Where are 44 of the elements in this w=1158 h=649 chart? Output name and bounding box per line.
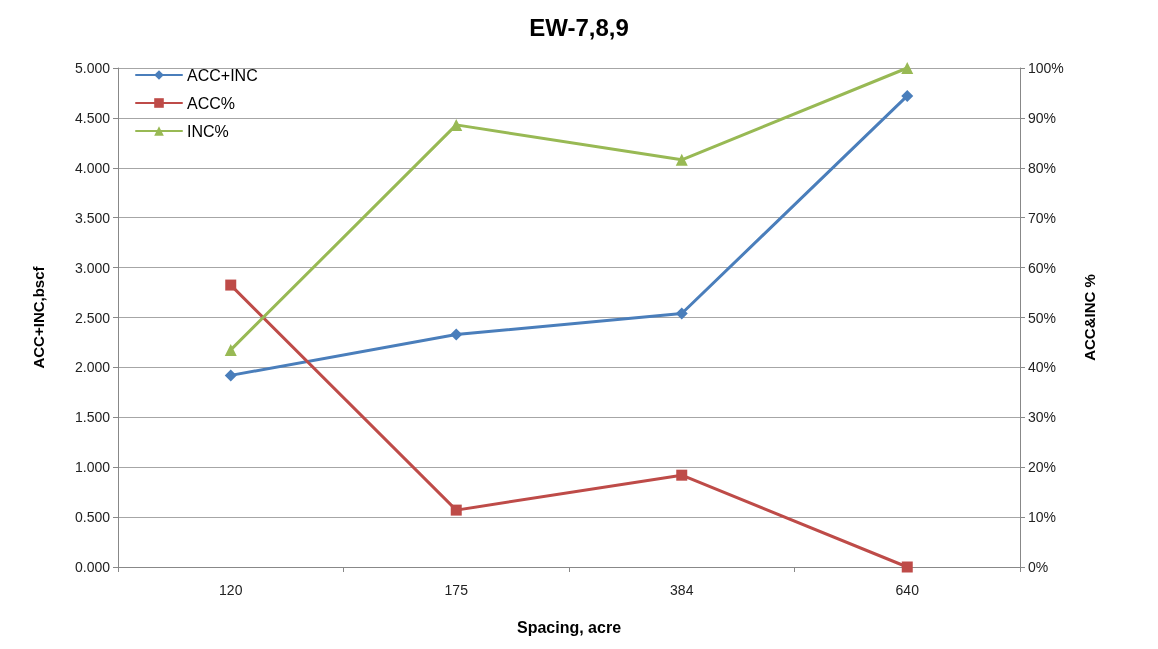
y-tick-label: 1.500	[74, 409, 111, 426]
point	[450, 328, 463, 341]
point	[225, 279, 237, 291]
legend-label: ACC%	[187, 94, 236, 112]
y2-tick-label: 80%	[1028, 159, 1057, 176]
y2-tick-label: 10%	[1028, 509, 1057, 526]
y-tick-label: 0.500	[74, 509, 111, 526]
legend-label: ACC+INC	[187, 66, 258, 84]
point	[675, 153, 688, 166]
y2-tick-label: 70%	[1028, 209, 1057, 226]
point	[224, 369, 237, 382]
y2-tick-label: 30%	[1028, 409, 1057, 426]
y-tick-label: 1.000	[74, 459, 111, 476]
point	[901, 561, 913, 573]
x-tick-label: 640	[895, 582, 920, 598]
legend-label: INC%	[187, 122, 229, 140]
point	[450, 504, 462, 516]
point	[901, 89, 914, 102]
y2-axis-title: ACC&INC %	[1081, 274, 1098, 361]
x-tick-label: 120	[219, 582, 243, 598]
point	[901, 62, 914, 74]
y2-tick-label: 40%	[1028, 359, 1057, 376]
y2-tick-label: 20%	[1028, 459, 1057, 476]
y-tick-label: 5.000	[74, 60, 111, 76]
x-tick-label: 175	[444, 582, 469, 598]
y-tick-label: 3.000	[74, 259, 111, 276]
point	[676, 469, 688, 481]
y2-tick-label: 100%	[1028, 60, 1064, 76]
point	[224, 343, 237, 356]
y-tick-label: 3.500	[74, 209, 111, 226]
y2-tick-label: 0%	[1028, 559, 1049, 575]
y-tick-label: 4.000	[74, 159, 111, 176]
chart-title: EW-7,8,9	[529, 13, 629, 41]
point	[675, 307, 688, 320]
y-tick-label: 0.000	[74, 559, 111, 575]
x-axis-title: Spacing, acre	[516, 618, 622, 636]
x-tick-label: 384	[670, 582, 694, 598]
y-axis-title: ACC+INC,bscf	[30, 265, 47, 369]
y-tick-label: 4.500	[74, 109, 111, 126]
y2-tick-label: 90%	[1028, 109, 1057, 126]
y2-tick-label: 50%	[1028, 309, 1057, 326]
y-tick-label: 2.000	[74, 359, 111, 376]
y2-tick-label: 60%	[1028, 259, 1057, 276]
y-tick-label: 2.500	[74, 309, 111, 326]
